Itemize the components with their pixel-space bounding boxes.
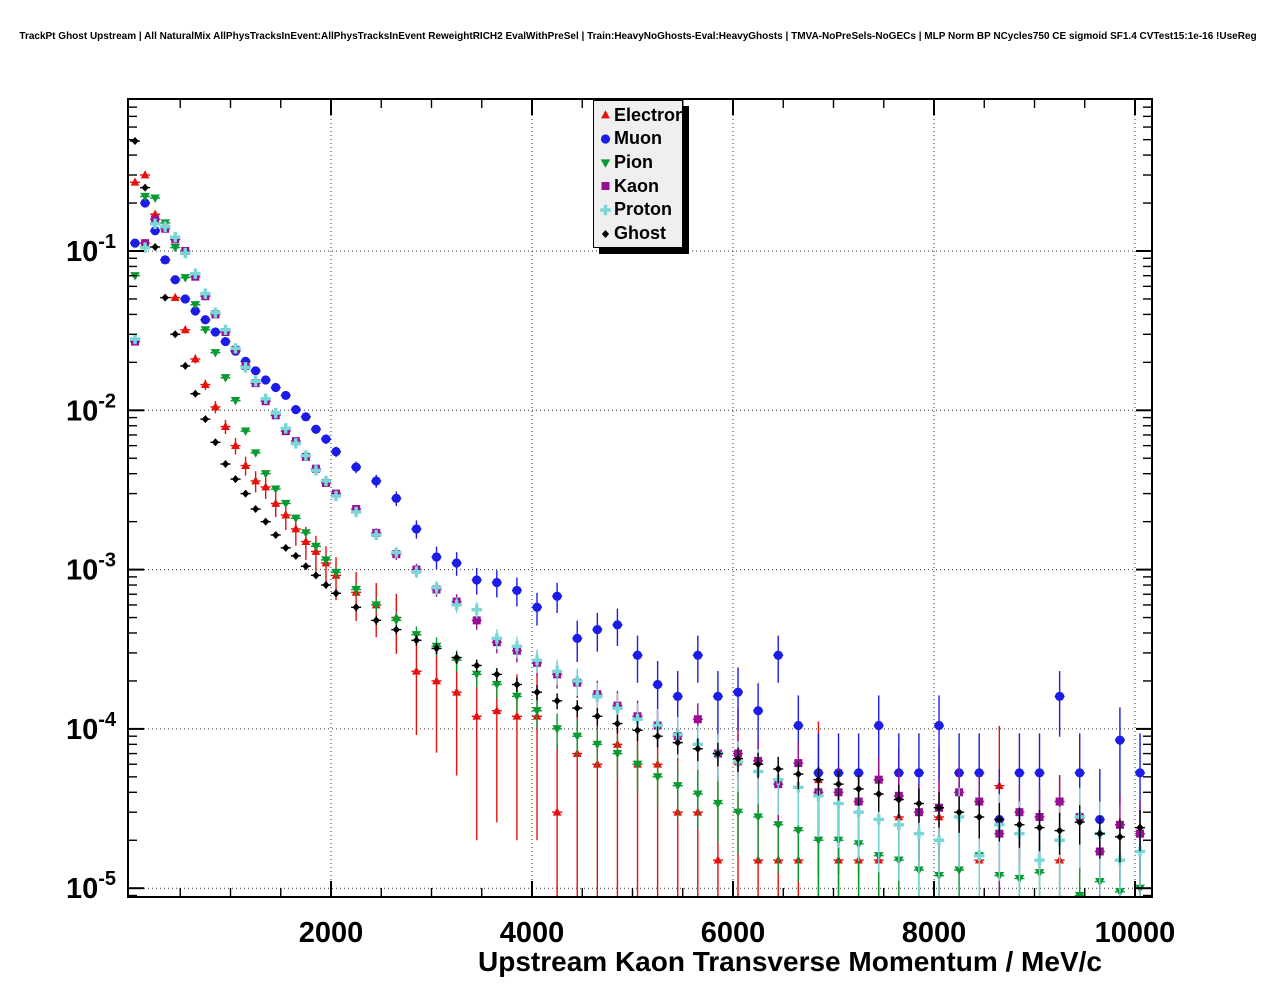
legend-label-proton: Proton	[614, 199, 672, 220]
legend-label-ghost: Ghost	[614, 223, 666, 244]
legend-entry-pion: Pion	[598, 151, 682, 174]
legend-label-electron: Electron	[614, 104, 687, 125]
muon-marker-icon	[600, 134, 611, 144]
proton-marker-icon	[600, 204, 611, 216]
svg-text:4000: 4000	[500, 917, 565, 949]
legend-entry-ghost: Ghost	[598, 222, 682, 245]
legend-entry-electron: Electron	[598, 103, 686, 126]
legend-label-pion: Pion	[614, 152, 653, 173]
plot-title: TrackPt Ghost Upstream | All NaturalMix …	[19, 31, 1257, 42]
series-ghost	[130, 137, 1146, 863]
legend-entry-proton: Proton	[598, 198, 682, 221]
legend-label-kaon: Kaon	[614, 175, 659, 196]
svg-text:10-5: 10-5	[66, 868, 116, 905]
svg-text:8000: 8000	[902, 917, 967, 949]
svg-text:10-1: 10-1	[66, 231, 116, 268]
svg-text:10-2: 10-2	[66, 390, 116, 427]
legend-entry-kaon: Kaon	[598, 174, 682, 197]
legend-label-muon: Muon	[614, 128, 662, 149]
x-axis-title: Upstream Kaon Transverse Momentum / MeV/…	[478, 946, 1102, 977]
svg-text:10-3: 10-3	[66, 550, 116, 587]
kaon-marker-icon	[601, 182, 610, 191]
svg-text:6000: 6000	[701, 917, 766, 949]
series-electron	[130, 170, 1065, 897]
legend-box: Electron Muon Pion Kaon Proton Ghost	[593, 100, 686, 248]
svg-text:10-4: 10-4	[66, 709, 117, 746]
pion-marker-icon	[600, 159, 611, 168]
ghost-marker-icon	[601, 229, 610, 238]
legend-entry-muon: Muon	[598, 127, 682, 150]
electron-marker-icon	[601, 110, 610, 119]
svg-text:10000: 10000	[1095, 917, 1176, 949]
svg-text:2000: 2000	[299, 917, 364, 949]
